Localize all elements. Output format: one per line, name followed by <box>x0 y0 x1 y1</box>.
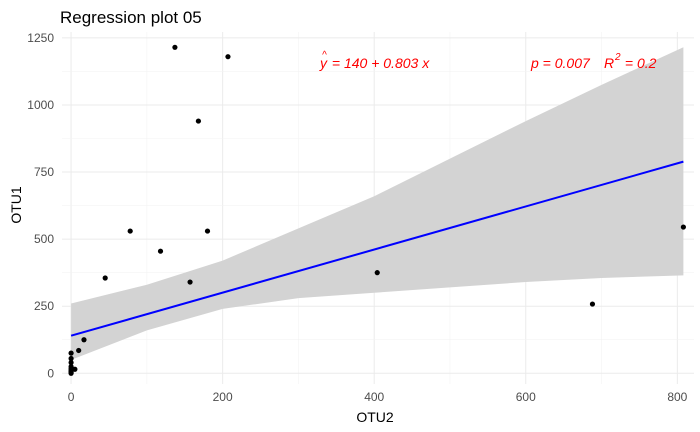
x-tick-label: 0 <box>68 390 75 404</box>
y-tick-label: 1250 <box>27 31 54 45</box>
data-point <box>68 350 74 356</box>
tick-labels: 0 200 400 600 800 0 250 500 750 1000 1250 <box>27 31 687 404</box>
data-point <box>680 224 686 230</box>
y-axis-title: OTU1 <box>8 186 24 224</box>
y-tick-label: 1000 <box>27 98 54 112</box>
data-point <box>68 355 74 362</box>
data-point <box>68 363 74 370</box>
data-point <box>589 301 596 307</box>
data-point <box>225 54 231 60</box>
data-point <box>102 275 108 281</box>
data-point <box>68 359 74 366</box>
data-point <box>76 347 82 354</box>
x-tick-label: 200 <box>213 390 233 404</box>
data-point <box>127 228 133 234</box>
data-point <box>72 366 78 372</box>
fit-line-layer <box>70 160 684 337</box>
x-tick-label: 400 <box>364 390 384 404</box>
equation-hat: ^ <box>322 50 327 61</box>
equation-y: y <box>319 55 328 71</box>
data-point <box>81 337 87 343</box>
data-point <box>204 228 211 234</box>
y-tick-label: 500 <box>34 232 54 246</box>
confidence-band <box>71 47 684 360</box>
data-point <box>187 279 193 285</box>
data-point <box>157 248 164 254</box>
data-point <box>172 44 178 50</box>
r2-superscript: 2 <box>614 52 621 63</box>
y-tick-label: 250 <box>34 299 54 313</box>
r2-value: = 0.2 <box>621 55 657 71</box>
x-axis-title: OTU2 <box>356 409 394 425</box>
x-tick-label: 600 <box>516 390 536 404</box>
confidence-band-layer <box>71 47 684 360</box>
y-tick-label: 750 <box>34 165 54 179</box>
data-point <box>374 270 380 276</box>
equation-annotation: ^ y = 140 + 0.803 x <box>319 50 430 71</box>
regression-line <box>70 160 684 337</box>
chart-title: Regression plot 05 <box>60 8 202 27</box>
points-layer <box>68 44 686 376</box>
y-tick-label: 0 <box>47 366 54 380</box>
r2-label: R <box>604 55 614 71</box>
equation-text: = 140 + 0.803 x <box>328 55 430 71</box>
x-tick-label: 800 <box>667 390 687 404</box>
stats-annotation: p = 0.007 R 2 = 0.2 <box>530 52 657 71</box>
data-point <box>195 118 202 124</box>
p-value-text: p = 0.007 <box>530 55 591 71</box>
